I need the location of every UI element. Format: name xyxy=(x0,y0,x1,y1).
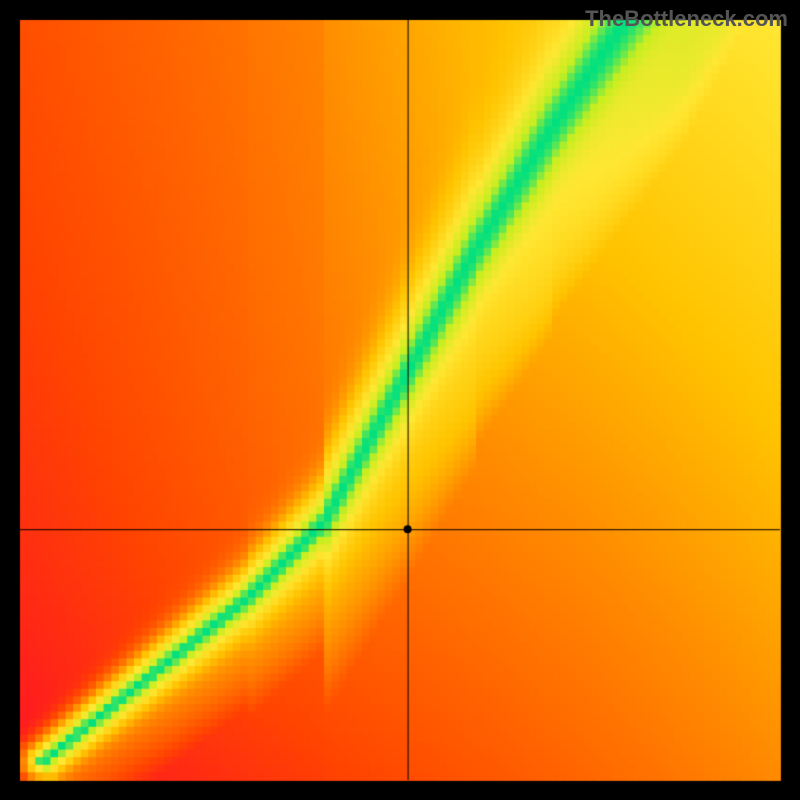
watermark-text: TheBottleneck.com xyxy=(585,6,788,32)
bottleneck-heatmap xyxy=(0,0,800,800)
chart-container: TheBottleneck.com xyxy=(0,0,800,800)
